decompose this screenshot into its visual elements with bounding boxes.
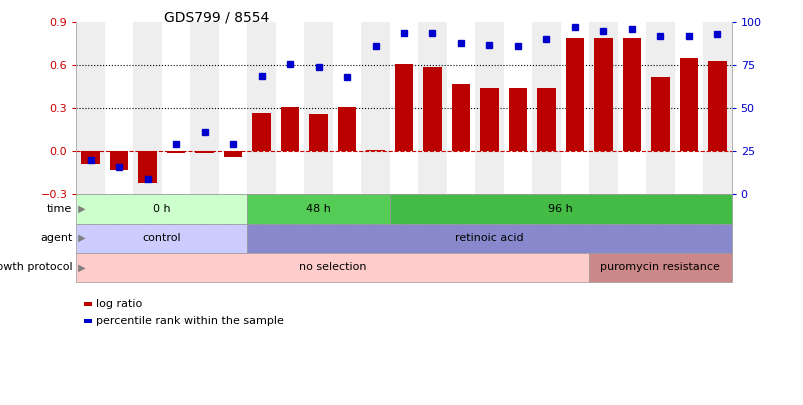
Text: 0 h: 0 h <box>153 204 170 214</box>
Bar <box>361 22 389 194</box>
Bar <box>617 22 646 194</box>
Bar <box>337 107 356 151</box>
Bar <box>446 22 475 194</box>
Bar <box>304 22 332 194</box>
Bar <box>679 58 697 151</box>
Bar <box>560 22 589 194</box>
Bar <box>451 84 470 151</box>
Bar <box>536 88 555 151</box>
Bar <box>110 151 128 170</box>
Bar <box>503 22 532 194</box>
Bar <box>394 64 413 151</box>
Bar <box>532 22 560 194</box>
Bar <box>133 22 161 194</box>
Bar <box>366 150 385 151</box>
Bar <box>418 22 446 194</box>
Bar <box>475 22 503 194</box>
Bar <box>650 77 669 151</box>
Text: log ratio: log ratio <box>96 299 143 309</box>
Text: ▶: ▶ <box>75 204 85 214</box>
Bar <box>332 22 361 194</box>
Bar <box>195 151 214 153</box>
Text: ▶: ▶ <box>75 262 85 272</box>
Bar <box>280 107 299 151</box>
Bar <box>247 22 275 194</box>
Text: agent: agent <box>40 233 72 243</box>
Bar <box>104 22 133 194</box>
Bar <box>703 22 731 194</box>
Text: control: control <box>142 233 181 243</box>
Bar <box>167 151 185 153</box>
Bar <box>674 22 703 194</box>
Text: percentile rank within the sample: percentile rank within the sample <box>96 316 284 326</box>
Bar <box>81 151 100 164</box>
Bar <box>161 22 190 194</box>
Bar <box>223 151 242 157</box>
Text: puromycin resistance: puromycin resistance <box>600 262 719 272</box>
Bar <box>275 22 304 194</box>
Bar <box>589 22 617 194</box>
Bar <box>190 22 218 194</box>
Bar <box>138 151 157 183</box>
Bar <box>252 113 271 151</box>
Text: 96 h: 96 h <box>548 204 573 214</box>
Bar <box>389 22 418 194</box>
Text: no selection: no selection <box>299 262 366 272</box>
Bar <box>593 38 612 151</box>
Bar <box>422 67 441 151</box>
Text: 48 h: 48 h <box>306 204 331 214</box>
Text: retinoic acid: retinoic acid <box>454 233 523 243</box>
Bar <box>218 22 247 194</box>
Bar <box>646 22 674 194</box>
Text: growth protocol: growth protocol <box>0 262 72 272</box>
Bar <box>707 61 726 151</box>
Bar <box>479 88 498 151</box>
Text: ▶: ▶ <box>75 233 85 243</box>
Bar <box>76 22 104 194</box>
Bar <box>309 114 328 151</box>
Text: GDS799 / 8554: GDS799 / 8554 <box>165 10 269 24</box>
Text: time: time <box>47 204 72 214</box>
Bar <box>565 38 584 151</box>
Bar <box>508 88 527 151</box>
Bar <box>622 38 640 151</box>
